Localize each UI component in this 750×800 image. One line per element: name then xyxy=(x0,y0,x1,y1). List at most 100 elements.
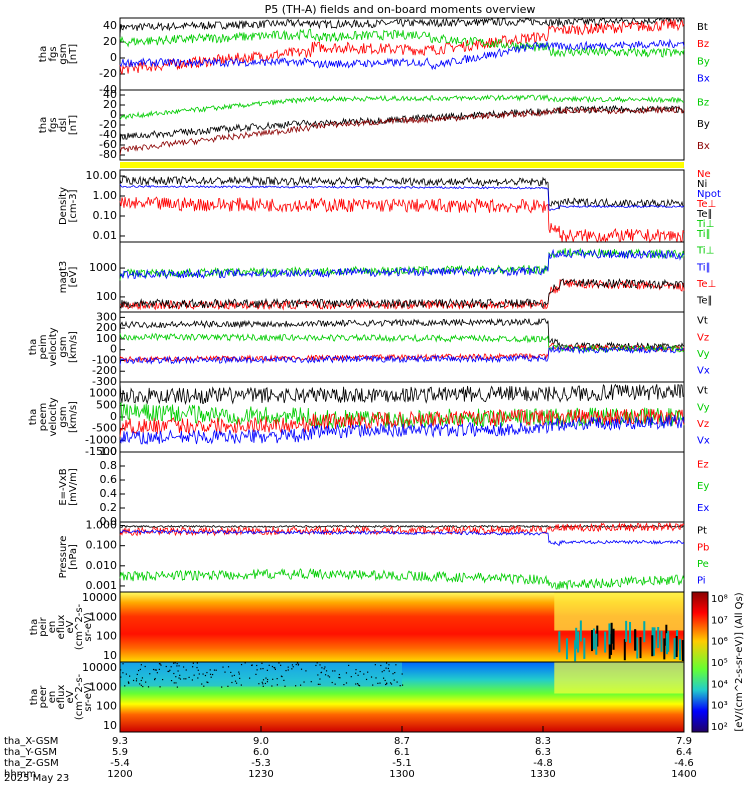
y-axis-label-line: dsl xyxy=(58,118,69,132)
time-axis-value: 1330 xyxy=(530,769,555,780)
time-axis-value: 6.1 xyxy=(394,747,410,758)
spectrogram-dot xyxy=(127,681,130,683)
spectrogram-dot xyxy=(317,674,319,676)
spectrogram-dropout xyxy=(629,621,632,643)
spectrogram-dot xyxy=(251,664,253,666)
time-axis-value: -5.4 xyxy=(110,758,130,769)
y-axis-label-line: [nT] xyxy=(68,115,79,135)
spectrogram-dot xyxy=(140,664,142,666)
series-line-teperp xyxy=(119,278,685,311)
spectrogram-dropout xyxy=(595,633,598,655)
spectrogram-dot xyxy=(365,678,368,681)
spectrogram-dot xyxy=(374,664,376,666)
legend-vt: Vt xyxy=(697,386,708,397)
y-axis-label: thafgsgsm[nT] xyxy=(38,43,79,64)
spectrogram-dot xyxy=(355,672,357,674)
spectrogram-dot xyxy=(384,679,386,682)
colorbar-tick-label: 10⁸ xyxy=(711,594,728,605)
spectrogram-dot xyxy=(266,669,268,671)
spectrogram-dot xyxy=(170,666,172,668)
y-tick-label: 20 xyxy=(103,98,117,111)
spectrogram-dot xyxy=(387,667,389,670)
spectrogram-dot xyxy=(149,673,151,675)
spectrogram-dot xyxy=(207,681,209,684)
spectrogram-dot xyxy=(142,685,144,688)
y-tick-label: 0.0 xyxy=(100,515,118,528)
y-tick-label: 100 xyxy=(96,630,117,643)
spectrogram-dot xyxy=(276,684,278,686)
spectrogram-dot xyxy=(324,674,327,676)
spectrogram-dot xyxy=(197,677,199,679)
y-tick-label: 100 xyxy=(96,332,117,345)
colorbar: 10⁸ 10⁷ 10⁶ 10⁵ 10⁴ 10³ 10² [eV/(cm^2-s-sr-eV)]… xyxy=(691,591,745,733)
panel-frame xyxy=(119,451,685,523)
spectrogram-dot xyxy=(165,665,167,668)
y-tick-label: 0.010 xyxy=(86,559,118,572)
spectrogram-dot xyxy=(222,666,224,668)
spectrogram-dot xyxy=(221,686,223,688)
y-axis-label-line: gsm xyxy=(58,406,69,427)
spectrogram-dot xyxy=(129,675,131,677)
series-line-bt xyxy=(119,16,685,35)
colorbar-tick-label: 10⁷ xyxy=(711,615,728,626)
spectrogram-dot xyxy=(325,670,328,672)
spectrogram-peer: 10000 1000 100 10 thapeerenefluxeV(cm^2-s-sr… xyxy=(29,661,685,733)
date-label: 2025 May 23 xyxy=(4,773,69,784)
spectrogram-dot xyxy=(227,685,229,687)
y-axis-label-line: [mV/m] xyxy=(68,468,79,506)
spectrogram-dot xyxy=(323,668,325,670)
spectrogram-dropout xyxy=(623,639,626,661)
spectrogram-dot xyxy=(332,670,334,672)
series-line-ne xyxy=(119,196,685,244)
y-axis-label: magt3[eV] xyxy=(58,261,79,294)
legend-vz: Vz xyxy=(697,419,709,430)
panel-pressure: 1.000 0.100 0.010 0.001 Pressure[nPa] Pt Pb Pe P… xyxy=(58,519,709,593)
spectrogram-dot xyxy=(348,664,350,667)
spectrogram-dot xyxy=(209,673,212,675)
series-line-by xyxy=(119,104,685,147)
spectrogram-dropout xyxy=(639,637,642,659)
legend-ey: Ey xyxy=(697,481,709,492)
spectrogram-region xyxy=(120,662,402,687)
y-axis-label-line: [cm-3] xyxy=(68,189,79,222)
spectrogram-dropout xyxy=(591,630,594,652)
spectrogram-dot xyxy=(268,664,270,666)
y-tick-label: 10 xyxy=(103,719,117,732)
spectrogram-dot xyxy=(394,672,396,674)
spectrogram-dot xyxy=(274,667,276,669)
spectrogram-dot xyxy=(141,677,144,679)
y-tick-label: 0 xyxy=(110,108,117,121)
spectrogram-dot xyxy=(174,662,176,664)
spectrogram-dot xyxy=(159,686,161,688)
spectrogram-dot xyxy=(320,672,322,674)
time-axis-row-label: tha_X-GSM xyxy=(4,736,58,747)
spectrogram-dot xyxy=(385,667,387,669)
spectrogram-dropout xyxy=(665,633,668,655)
spectrogram-dot xyxy=(271,685,273,687)
series-line-vy xyxy=(119,401,685,429)
spectrogram-dot xyxy=(315,664,317,667)
spectrogram-region xyxy=(554,662,684,694)
y-axis-label-line: tha xyxy=(28,339,39,355)
spectrogram-dot xyxy=(137,669,140,672)
spectrogram-dot xyxy=(319,664,321,666)
spectrogram-dot xyxy=(363,673,365,675)
panel-fgs_gsm: 40 20 0 -20 -40 thafgsgsm[nT] Bt Bz By Bx xyxy=(38,16,710,96)
spectrogram-dropout xyxy=(608,623,611,645)
spectrogram-dot xyxy=(211,673,214,676)
spectrogram-dot xyxy=(256,664,258,667)
y-tick-label: -60 xyxy=(99,138,117,151)
spectrogram-dot xyxy=(273,666,275,669)
spectrogram-dot xyxy=(209,669,211,671)
panel-temperature: 1000 100 magt3[eV] Ti⊥ Ti∥ Te⊥ Te∥ xyxy=(58,241,716,313)
spectrogram-dot xyxy=(169,669,171,671)
spectrogram-dot xyxy=(324,666,326,668)
y-tick-label: 0.4 xyxy=(100,487,118,500)
spectrogram-dot xyxy=(176,665,178,667)
spectrogram-dot xyxy=(230,671,232,674)
spectrogram-dot xyxy=(295,685,297,687)
spectrogram-dot xyxy=(278,662,280,664)
spectrogram-dropout xyxy=(608,637,611,659)
colorbar-tick-label: 10⁵ xyxy=(711,658,728,669)
spectrogram-dot xyxy=(161,678,164,681)
